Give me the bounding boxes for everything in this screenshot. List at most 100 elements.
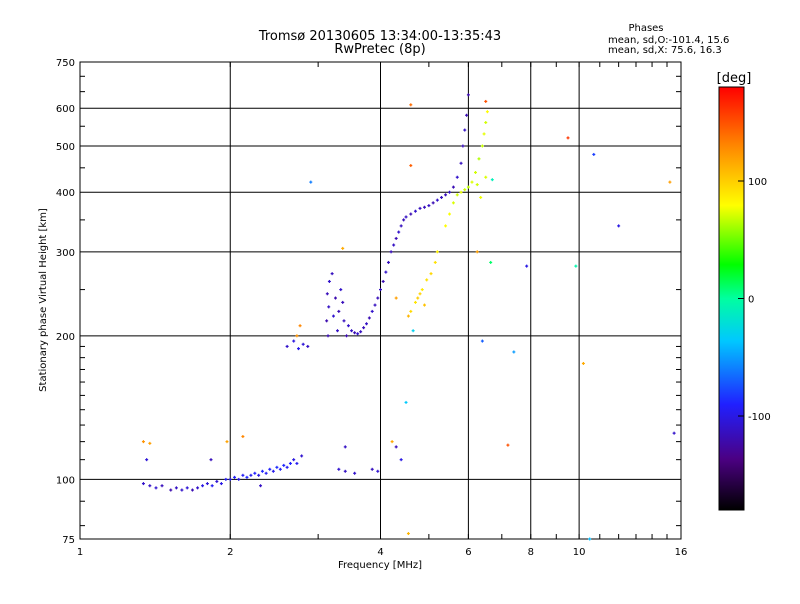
data-point-x (480, 144, 484, 148)
data-point-other (480, 339, 484, 343)
data-point-o (285, 344, 289, 348)
data-point-x (225, 440, 229, 444)
data-point-o (365, 322, 369, 326)
data-point-o (325, 292, 329, 296)
y-tick-label: 200 (56, 332, 75, 343)
data-point-o (379, 288, 382, 292)
data-point-o (292, 339, 296, 343)
data-point-o (325, 319, 329, 323)
data-point-o (362, 326, 366, 330)
data-point-x (581, 361, 585, 365)
data-point-o (264, 471, 268, 475)
data-point-other (489, 260, 493, 264)
data-point-o (233, 475, 237, 479)
data-point-o (350, 329, 354, 333)
data-point-x (406, 314, 410, 318)
data-point-o (389, 250, 393, 254)
data-point-o (288, 461, 292, 465)
colorbar-tick-label: 100 (748, 177, 767, 188)
data-point-x (475, 250, 479, 254)
data-point-o (335, 329, 339, 333)
data-point-o (418, 206, 422, 210)
data-point-other (672, 431, 676, 435)
data-point-x (466, 185, 470, 189)
data-point-o (300, 454, 304, 458)
data-point-o (185, 486, 189, 490)
data-point-o (465, 113, 469, 117)
data-point-other (490, 178, 494, 182)
data-point-o (154, 486, 158, 490)
data-point-o (148, 484, 152, 488)
data-point-o (245, 475, 249, 479)
data-point-o (397, 230, 401, 234)
data-point-o (327, 305, 331, 309)
data-point-x (473, 170, 477, 174)
data-point-x (295, 334, 299, 338)
data-point-o (376, 469, 380, 473)
y-tick-label: 300 (56, 248, 75, 259)
data-point-o (356, 332, 360, 336)
data-point-x (482, 132, 486, 136)
x-tick-label: 1 (77, 547, 83, 558)
data-point-o (440, 195, 444, 199)
data-point-o (370, 467, 374, 471)
data-point-o (402, 218, 406, 222)
data-point-o (422, 205, 426, 209)
data-point-o (444, 193, 448, 197)
data-point-o (296, 347, 300, 351)
grid-lines (80, 62, 681, 539)
data-point-x (433, 260, 437, 264)
data-point-o (455, 175, 459, 179)
data-point-other (411, 329, 415, 333)
data-point-o (271, 469, 275, 473)
data-point-o (394, 236, 398, 240)
data-point-other (574, 264, 578, 268)
data-point-x (390, 440, 394, 444)
data-point-x (566, 136, 570, 140)
data-point-other (404, 400, 408, 404)
data-point-o (346, 324, 350, 328)
data-points (141, 93, 676, 541)
y-tick-label: 400 (56, 188, 75, 199)
data-point-x (455, 193, 459, 197)
data-point-o (253, 471, 257, 475)
x-tick-label: 2 (227, 547, 233, 558)
data-point-o (224, 477, 228, 481)
data-point-o (359, 330, 363, 334)
y-axis-label: Stationary phase Virtual Height [km] (38, 208, 49, 392)
data-point-o (145, 458, 149, 462)
data-point-o (342, 319, 346, 323)
data-point-o (345, 334, 349, 338)
x-tick-label: 6 (465, 547, 471, 558)
data-point-x (418, 292, 422, 296)
data-point-o (326, 334, 330, 338)
x-axis-label: Frequency [MHz] (338, 560, 422, 571)
data-point-o (427, 204, 431, 208)
axis-ticks: 1 2 4 6 8 10 16 75 100 200 300 400 500 600 750 (56, 58, 687, 558)
y-tick-label: 600 (56, 104, 75, 115)
chart-subtitle: RwPretec (8p) (334, 42, 425, 57)
data-point-x (429, 272, 433, 276)
phases-heading: Phases (628, 23, 663, 34)
data-point-o (190, 488, 194, 492)
data-point-o (343, 469, 347, 473)
colorbar-tick-label: -100 (748, 412, 771, 423)
data-point-x (479, 195, 483, 199)
data-point-x (451, 201, 455, 205)
data-point-other (525, 264, 529, 268)
data-point-o (394, 445, 398, 449)
data-point-o (278, 467, 282, 471)
data-point-o (386, 260, 390, 264)
data-point-o (268, 467, 272, 471)
data-point-o (260, 469, 264, 473)
data-point-x (425, 278, 429, 282)
data-point-o (343, 445, 347, 449)
data-point-x (444, 224, 448, 228)
data-point-o (295, 461, 299, 465)
data-point-o (215, 479, 219, 483)
data-point-x (141, 440, 145, 444)
data-point-x (298, 324, 302, 328)
data-point-x (148, 441, 152, 445)
data-point-other (512, 350, 516, 354)
